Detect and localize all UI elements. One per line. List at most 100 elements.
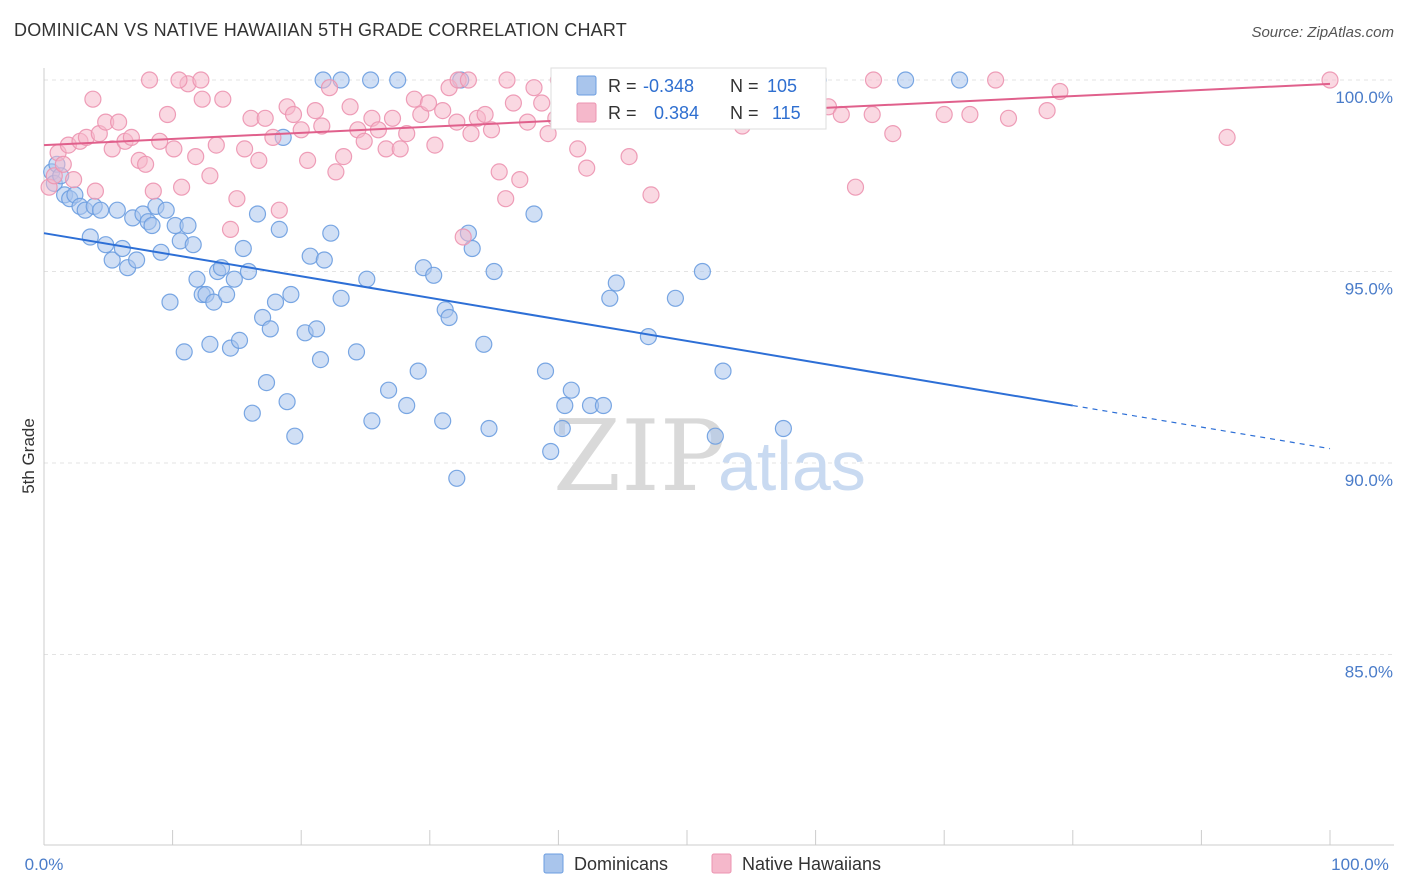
point-dominicans-72	[440, 308, 458, 327]
point-native-hawaiians-37	[284, 105, 303, 124]
stats-legend: R = -0.348 N = 105 R = 0.384 N = 115	[550, 67, 827, 130]
point-native-hawaiians-8	[84, 90, 102, 108]
point-native-hawaiians-39	[299, 151, 317, 169]
point-dominicans-13	[103, 251, 121, 269]
point-native-hawaiians-19	[158, 105, 177, 124]
point-native-hawaiians-101	[140, 71, 159, 89]
point-native-hawaiians-76	[569, 140, 587, 158]
point-native-hawaiians-102	[170, 71, 188, 89]
bottom-legend: Dominicans Native Hawaiians	[543, 853, 881, 874]
point-dominicans-67	[409, 362, 427, 380]
point-native-hawaiians-3	[54, 155, 72, 173]
point-native-hawaiians-60	[448, 113, 466, 131]
point-dominicans-84	[562, 381, 580, 399]
point-native-hawaiians-44	[335, 148, 353, 166]
point-dominicans-76	[475, 335, 493, 353]
point-dominicans-50	[270, 220, 288, 238]
point-native-hawaiians-5	[64, 171, 83, 189]
point-native-hawaiians-61	[454, 228, 472, 246]
point-native-hawaiians-52	[391, 140, 409, 158]
point-dominicans-11	[91, 201, 110, 219]
point-dominicans-49	[266, 293, 285, 311]
point-dominicans-42	[234, 239, 252, 258]
point-dominicans-14	[108, 201, 126, 219]
point-dominicans-61	[332, 289, 350, 307]
legend-n-value-native-hawaiians: 115	[772, 103, 801, 123]
point-native-hawaiians-40	[306, 101, 324, 120]
point-dominicans-89	[639, 328, 658, 346]
point-native-hawaiians-73	[539, 125, 557, 143]
x-tick-marks	[172, 830, 1331, 845]
point-native-hawaiians-72	[533, 94, 551, 112]
point-dominicans-31	[188, 270, 206, 288]
point-native-hawaiians-17	[144, 182, 162, 200]
point-native-hawaiians-12	[109, 113, 128, 131]
watermark-zip: ZIP	[553, 400, 726, 514]
point-native-hawaiians-113	[864, 71, 883, 89]
point-native-hawaiians-41	[313, 117, 331, 135]
trend-line-dominicans	[43, 232, 1073, 407]
point-native-hawaiians-23	[187, 148, 205, 166]
point-native-hawaiians-96	[961, 105, 979, 124]
bottom-legend-swatch-native-hawaiians	[711, 853, 732, 874]
watermark-atlas: atlas	[718, 427, 866, 505]
point-native-hawaiians-69	[511, 171, 529, 189]
point-native-hawaiians-71	[525, 79, 543, 97]
point-dominicans-60	[322, 224, 340, 242]
point-dominicans-87	[601, 289, 619, 307]
point-dominicans-28	[175, 343, 193, 361]
point-native-hawaiians-20	[165, 140, 183, 158]
point-dominicans-25	[161, 293, 179, 311]
x-tick-label-max: 100.0%	[1331, 855, 1389, 874]
point-native-hawaiians-91	[832, 105, 850, 124]
point-dominicans-86	[594, 396, 613, 415]
y-tick-label-2: 90.0%	[1345, 471, 1393, 490]
point-native-hawaiians-56	[419, 94, 438, 112]
point-dominicans-93	[714, 362, 732, 380]
point-dominicans-98	[389, 71, 407, 89]
point-native-hawaiians-77	[578, 159, 596, 177]
point-dominicans-45	[248, 205, 267, 223]
point-native-hawaiians-67	[497, 190, 515, 208]
point-dominicans-15	[113, 239, 132, 258]
point-dominicans-40	[225, 270, 243, 288]
point-native-hawaiians-79	[620, 148, 638, 166]
x-tick-label-min: 0.0%	[25, 855, 64, 874]
point-native-hawaiians-98	[1038, 101, 1056, 120]
point-dominicans-65	[380, 381, 398, 399]
point-native-hawaiians-57	[426, 136, 444, 154]
trend-lines	[43, 82, 1331, 450]
point-native-hawaiians-33	[256, 109, 274, 127]
point-native-hawaiians-66	[490, 163, 508, 181]
legend-n-label-dominicans: N =	[730, 76, 759, 96]
point-native-hawaiians-64	[476, 105, 494, 124]
point-dominicans-54	[286, 427, 304, 445]
point-native-hawaiians-29	[228, 190, 246, 208]
point-native-hawaiians-32	[250, 151, 268, 169]
legend-r-label-dominicans: R =	[608, 76, 637, 96]
trend-line-dominicans-extension	[1072, 404, 1331, 450]
bottom-legend-label-native-hawaiians: Native Hawaiians	[742, 854, 881, 874]
point-dominicans-35	[205, 293, 223, 311]
point-dominicans-94	[774, 419, 793, 438]
point-dominicans-78	[485, 262, 503, 281]
point-native-hawaiians-14	[122, 128, 140, 146]
point-native-hawaiians-21	[173, 178, 191, 196]
point-dominicans-90	[666, 289, 685, 307]
point-native-hawaiians-105	[459, 71, 477, 89]
point-dominicans-91	[693, 262, 712, 281]
point-dominicans-73	[448, 469, 466, 487]
point-dominicans-41	[230, 331, 249, 349]
point-dominicans-47	[257, 374, 276, 392]
point-dominicans-62	[347, 343, 366, 361]
point-dominicans-64	[363, 412, 381, 430]
point-native-hawaiians-53	[398, 125, 416, 143]
point-dominicans-52	[278, 393, 296, 411]
y-tick-labels: 100.0% 95.0% 90.0% 85.0%	[1335, 88, 1393, 682]
legend-swatch-native-hawaiians	[576, 102, 597, 123]
legend-swatch-dominicans	[576, 75, 597, 96]
y-tick-label-0: 100.0%	[1335, 88, 1393, 107]
point-native-hawaiians-24	[193, 90, 211, 108]
point-dominicans-101	[896, 71, 915, 89]
